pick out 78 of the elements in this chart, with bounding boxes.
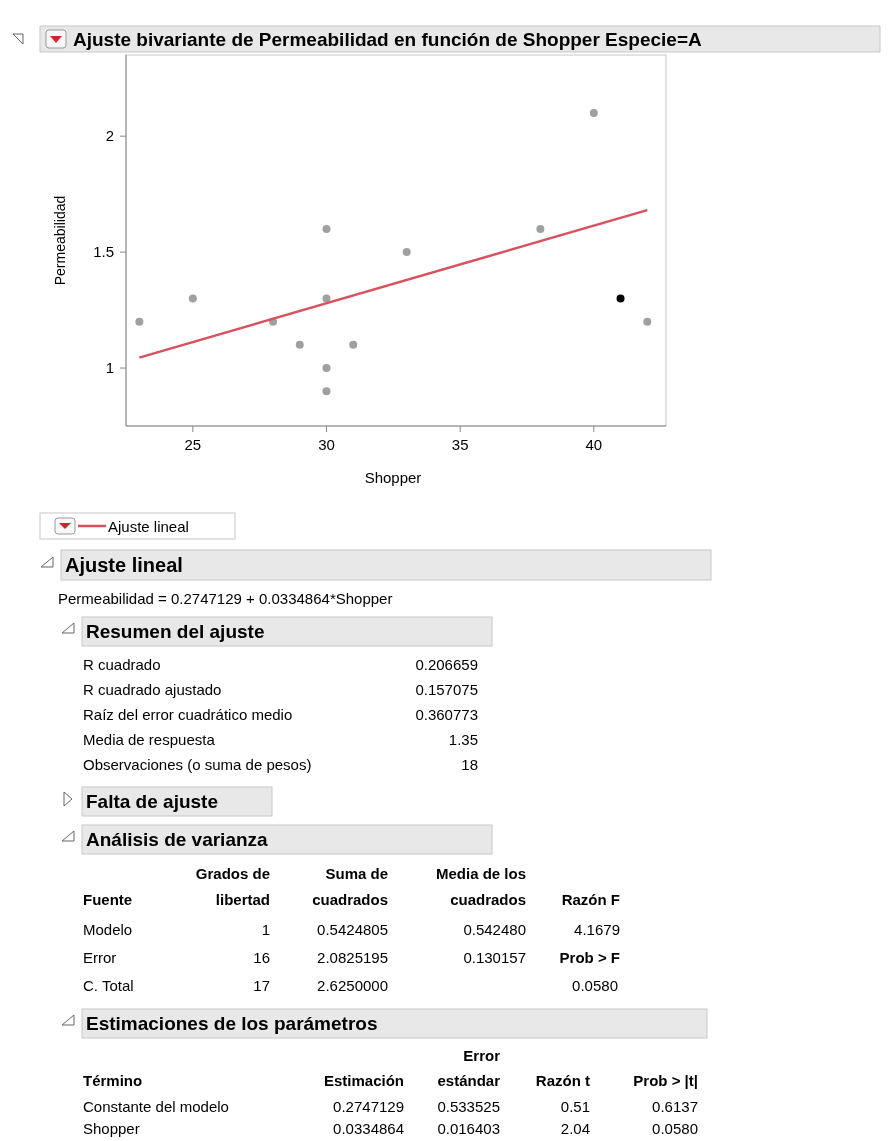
text: Resumen del ajuste [86, 621, 265, 642]
text: Fuente [83, 891, 133, 908]
text: 1 [261, 921, 270, 938]
text: Shopper [83, 1120, 140, 1137]
text: 4.1679 [574, 921, 620, 938]
text: C. Total [83, 977, 134, 994]
text: Grados de [195, 865, 270, 882]
x-tick-label: 25 [184, 436, 202, 453]
text: Observaciones (o suma de pesos) [83, 756, 312, 773]
text: 2.6250000 [317, 977, 388, 994]
text: Suma de [325, 865, 388, 882]
text: cuadrados [450, 891, 526, 908]
text: 0.2747129 [333, 1098, 404, 1115]
text: Razón t [535, 1072, 590, 1089]
point [589, 108, 598, 117]
text: 0.5424805 [317, 921, 388, 938]
point [616, 294, 625, 303]
text: Análisis de varianza [86, 829, 269, 850]
text: 17 [253, 977, 270, 994]
text: 0.0580 [572, 977, 618, 994]
text: 18 [461, 756, 478, 773]
text: 0.533525 [437, 1098, 500, 1115]
y-tick-label: 2 [105, 127, 114, 145]
text: 0.6137 [652, 1098, 698, 1115]
text: 0.542480 [463, 921, 526, 938]
y-tick-label: 1 [105, 359, 114, 377]
text: Razón F [561, 891, 620, 908]
text: Prob > |t| [633, 1072, 698, 1089]
text: Modelo [83, 921, 133, 938]
text: 0.0580 [652, 1120, 698, 1137]
x-tick-label: 30 [318, 436, 335, 453]
text: 0.157075 [415, 681, 478, 698]
text: 1.35 [448, 731, 478, 748]
chart-title: Ajuste bivariante de Permeabilidad en función de Shopper Especie=A [73, 29, 703, 50]
text: 2.04 [560, 1120, 590, 1137]
text: 0.51 [560, 1098, 590, 1115]
text: Error [83, 949, 117, 966]
text: Falta de ajuste [86, 791, 218, 812]
text: Permeabilidad = 0.2747129 + 0.0334864*Shopper [58, 590, 393, 607]
text: R cuadrado [83, 656, 161, 673]
point [322, 364, 331, 373]
text: 0.016403 [437, 1120, 500, 1137]
point [322, 224, 331, 233]
point [536, 224, 545, 233]
point [295, 340, 304, 349]
text: R cuadrado ajustado [83, 681, 222, 698]
point [322, 294, 331, 303]
text: Constante del modelo [83, 1098, 229, 1115]
point [322, 387, 331, 396]
y-tick-label: 1.5 [93, 243, 114, 261]
point [349, 340, 358, 349]
point [188, 294, 197, 303]
text: Prob > F [559, 949, 620, 966]
text: 0.0334864 [333, 1120, 404, 1137]
text: Estimación [323, 1072, 404, 1089]
text: Raíz del error cuadrático medio [83, 706, 293, 723]
point [402, 248, 411, 257]
text: estándar [437, 1072, 501, 1089]
point [643, 317, 652, 326]
text: cuadrados [312, 891, 388, 908]
text: 0.130157 [463, 949, 526, 966]
text: 2.0825195 [317, 949, 388, 966]
x-tick-label: 40 [585, 436, 603, 453]
text: Término [83, 1072, 143, 1089]
text: Media de respuesta [83, 731, 216, 748]
text: 16 [253, 949, 270, 966]
text: Ajuste lineal [65, 554, 183, 576]
text: 0.360773 [415, 706, 478, 723]
text: libertad [215, 891, 270, 908]
text: Estimaciones de los parámetros [86, 1013, 378, 1034]
x-axis-title: Shopper [364, 469, 422, 486]
x-tick-label: 35 [451, 436, 469, 453]
point [135, 317, 144, 326]
text: 0.206659 [415, 656, 478, 673]
legend-label: Ajuste lineal [108, 518, 189, 535]
y-axis-title: Permeabilidad [52, 195, 68, 286]
text: Error [463, 1047, 501, 1064]
text: Media de los [435, 865, 526, 882]
